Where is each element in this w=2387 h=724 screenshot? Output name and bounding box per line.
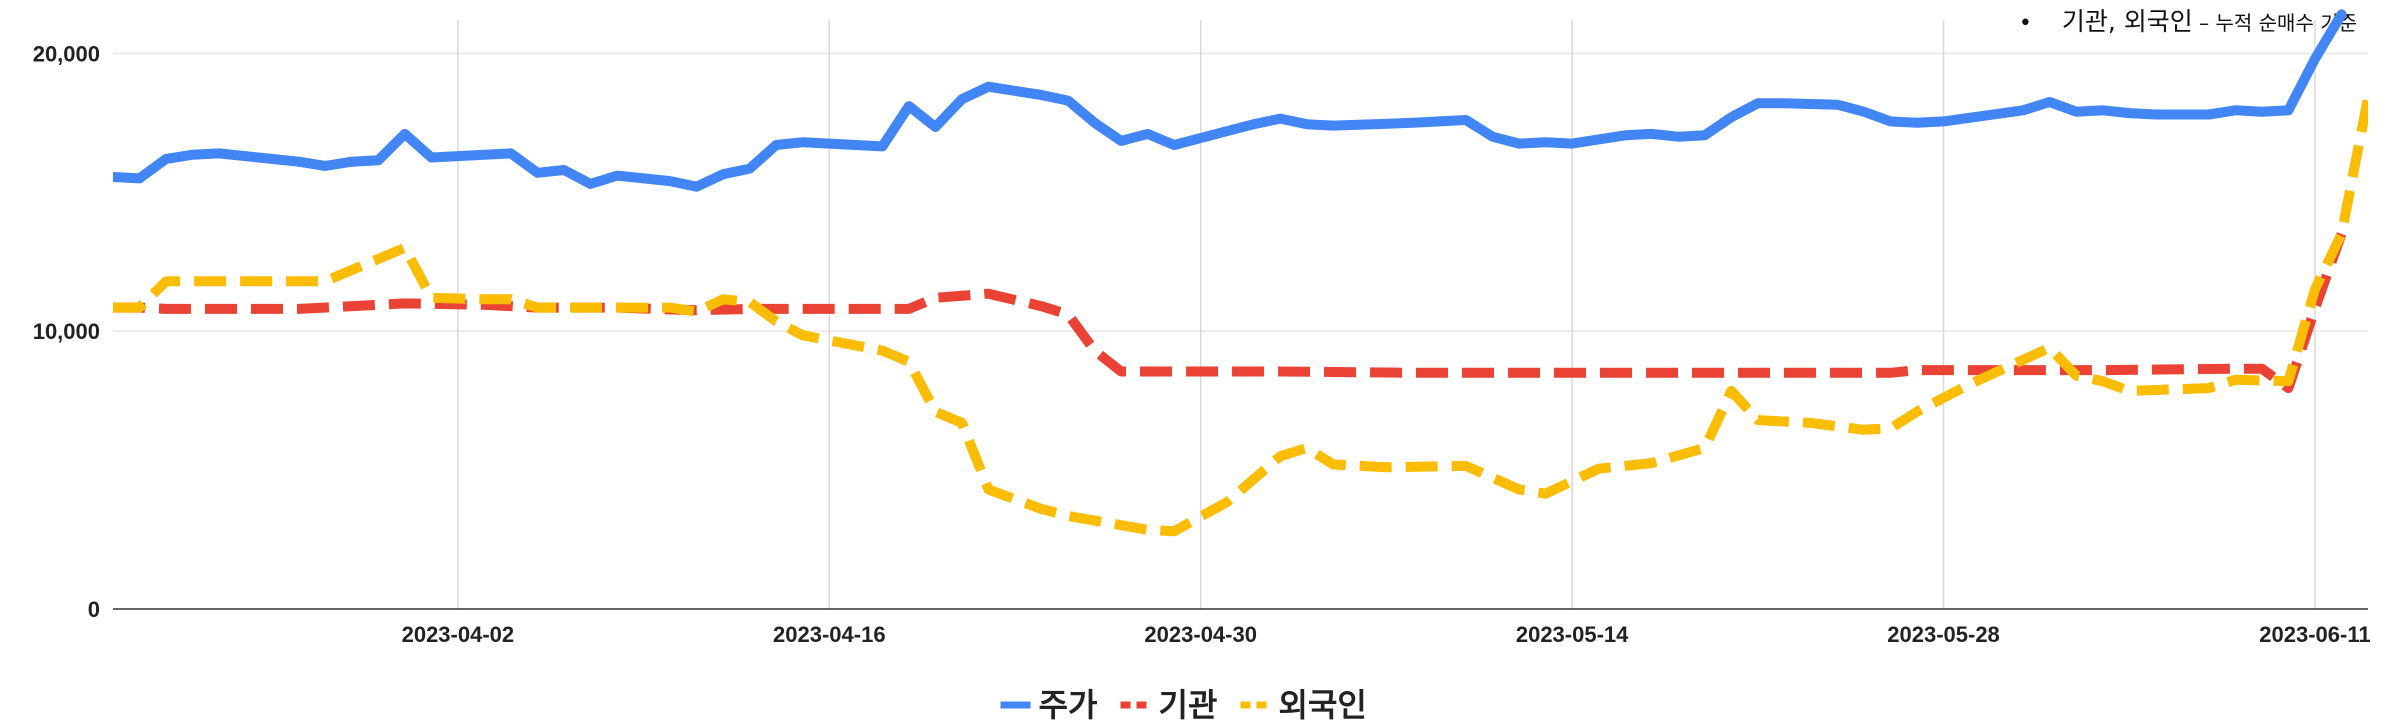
chart-note: • 기관, 외국인 – 누적 순매수 기준 [2019, 2, 2357, 38]
legend-item-3: 외국인 [1240, 686, 1367, 724]
legend-label: 기관 [1159, 686, 1218, 724]
legend-item-1: 주가 [1000, 686, 1098, 724]
y-axis-ticks: 0 10,000 20,000 [33, 41, 100, 622]
legend-label: 주가 [1039, 686, 1098, 724]
series-line-2 [113, 232, 2347, 394]
x-tick-label: 2023-05-14 [1516, 622, 1629, 647]
legend-item-2: 기관 [1120, 686, 1218, 724]
x-tick-label: 2023-04-02 [402, 622, 515, 647]
series-group [113, 9, 2368, 537]
y-tick-label: 10,000 [33, 319, 100, 344]
x-axis-ticks: 2023-04-02 2023-04-16 2023-04-30 2023-05-14… [402, 622, 2371, 647]
series-line-3 [113, 96, 2368, 537]
series-line-1 [113, 9, 2347, 192]
bullet-icon: • [2018, 10, 2032, 36]
x-tick-label: 2023-04-30 [1144, 622, 1257, 647]
x-tick-label: 2023-05-28 [1887, 622, 2000, 647]
note-text: 기관, 외국인 [2061, 7, 2193, 36]
x-tick-label: 2023-06-11 [2259, 622, 2370, 647]
legend: 주가 기관 외국인 [1000, 686, 1367, 724]
y-tick-label: 0 [88, 597, 100, 622]
legend-label: 외국인 [1279, 686, 1367, 724]
x-tick-label: 2023-04-16 [773, 622, 886, 647]
y-tick-label: 20,000 [33, 41, 100, 66]
